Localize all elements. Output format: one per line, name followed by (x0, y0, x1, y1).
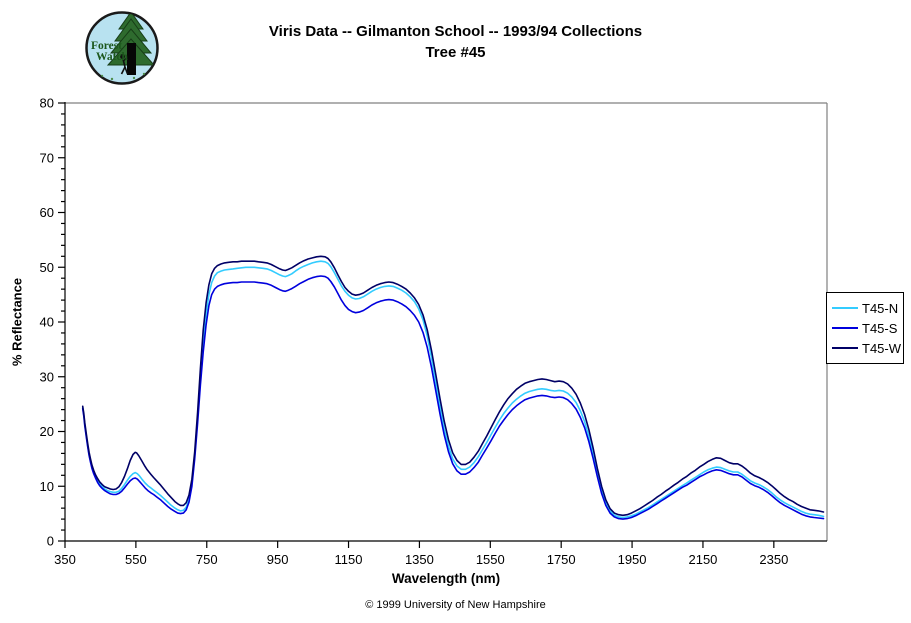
forest-watch-logo-image: Forest Watch (85, 11, 159, 85)
tree-trunk (127, 43, 136, 75)
person-icon (120, 54, 129, 75)
legend-line-sample-t45-s (832, 327, 858, 329)
series-line-t45-w (81, 255, 825, 517)
copyright-text: © 1999 University of New Hampshire (365, 599, 546, 611)
page-title: Viris Data -- Gilmanton School -- 1993/9… (268, 23, 643, 40)
page-subtitle: Tree #45 (425, 44, 486, 61)
series-line-t45-n (81, 260, 825, 519)
y-tick-label: 10 (40, 479, 54, 494)
y-tick-label: 0 (47, 534, 54, 549)
x-tick-label: 550 (125, 552, 147, 567)
x-tick-label: 350 (54, 552, 76, 567)
x-tick-label: 1150 (335, 552, 363, 567)
y-tick-label: 40 (40, 315, 54, 330)
logo-text-watch: Watch (96, 51, 129, 63)
x-tick-label: 1750 (547, 552, 576, 567)
forest-watch-logo: Forest Watch (84, 10, 160, 86)
y-tick-label: 30 (40, 369, 54, 384)
x-tick-label: 1550 (476, 552, 505, 567)
legend-item-t45-s: T45-S (832, 318, 903, 338)
y-tick-label: 80 (40, 96, 54, 111)
legend-item-t45-n: T45-N (832, 298, 903, 318)
y-axis-label: % Reflectance (9, 277, 25, 367)
logo-text-forest: Forest (91, 40, 122, 52)
series-line-t45-s (81, 275, 825, 520)
legend-line-sample-t45-w (832, 347, 858, 349)
legend-label: T45-S (862, 320, 898, 336)
x-tick-label: 2150 (688, 552, 717, 567)
x-tick-label: 1350 (405, 552, 434, 567)
chart-legend: T45-N T45-S T45-W (826, 292, 904, 364)
x-tick-label: 2350 (759, 552, 788, 567)
legend-line-sample-t45-n (832, 307, 858, 309)
x-tick-label: 1950 (618, 552, 647, 567)
x-tick-label: 750 (196, 552, 218, 567)
legend-item-t45-w: T45-W (832, 338, 903, 358)
chart-title-block: Viris Data -- Gilmanton School -- 1993/9… (0, 21, 911, 63)
legend-label: T45-N (862, 300, 899, 316)
y-tick-label: 50 (40, 260, 54, 275)
x-axis-label: Wavelength (nm) (391, 571, 501, 586)
y-tick-label: 60 (40, 205, 54, 220)
x-tick-label: 950 (267, 552, 289, 567)
legend-label: T45-W (862, 340, 901, 356)
y-tick-label: 70 (40, 150, 54, 165)
y-tick-label: 20 (40, 424, 54, 439)
